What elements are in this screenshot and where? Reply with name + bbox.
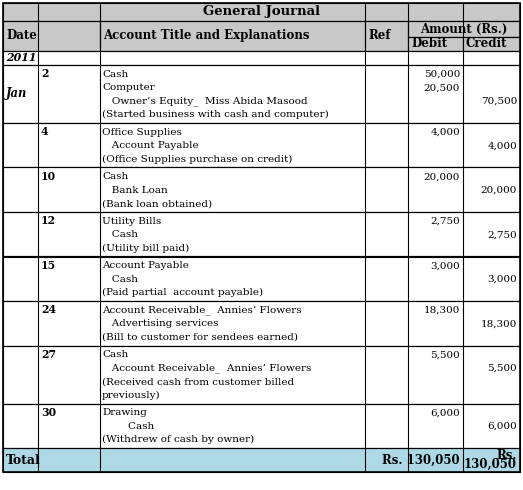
Text: 24: 24 <box>41 304 56 315</box>
Text: Rs. 130,050: Rs. 130,050 <box>382 454 460 466</box>
Text: Rs.: Rs. <box>496 449 517 462</box>
Text: General Journal: General Journal <box>203 5 320 19</box>
Text: Cash: Cash <box>102 422 154 431</box>
Text: Debit: Debit <box>411 38 447 50</box>
Text: Utility Bills: Utility Bills <box>102 217 161 226</box>
Text: Account Receivable_  Annies’ Flowers: Account Receivable_ Annies’ Flowers <box>102 306 302 315</box>
Bar <box>3 3 520 21</box>
Bar <box>3 65 520 123</box>
Text: 2,750: 2,750 <box>430 217 460 226</box>
Bar <box>3 168 520 212</box>
Text: 50,000: 50,000 <box>424 70 460 79</box>
Text: Cash: Cash <box>102 70 128 79</box>
Text: (Bank loan obtained): (Bank loan obtained) <box>102 199 212 208</box>
Text: 10: 10 <box>41 171 56 182</box>
Text: (Withdrew of cash by owner): (Withdrew of cash by owner) <box>102 435 254 444</box>
Text: previously): previously) <box>102 391 161 400</box>
Bar <box>3 256 520 301</box>
Text: (Office Supplies purchase on credit): (Office Supplies purchase on credit) <box>102 155 292 164</box>
Text: (Received cash from customer billed: (Received cash from customer billed <box>102 377 294 387</box>
Text: 4,000: 4,000 <box>430 128 460 137</box>
Text: 18,300: 18,300 <box>481 319 517 328</box>
Text: Computer: Computer <box>102 83 155 93</box>
Text: 2,750: 2,750 <box>487 230 517 240</box>
Bar <box>3 212 520 256</box>
Text: 12: 12 <box>41 215 56 226</box>
Text: 5,500: 5,500 <box>487 364 517 373</box>
Text: 6,000: 6,000 <box>430 409 460 417</box>
Text: Account Payable: Account Payable <box>102 142 199 150</box>
Text: Amount (Rs.): Amount (Rs.) <box>420 23 508 35</box>
Text: 20,000: 20,000 <box>481 186 517 195</box>
Text: 130,050: 130,050 <box>464 458 517 471</box>
Bar <box>463 37 520 51</box>
Bar <box>100 21 365 51</box>
Text: Credit: Credit <box>466 38 507 50</box>
Text: 2: 2 <box>41 68 49 79</box>
Bar <box>3 345 520 403</box>
Text: Ref: Ref <box>368 29 391 43</box>
Text: 3,000: 3,000 <box>430 262 460 270</box>
Text: Date: Date <box>6 29 37 43</box>
Text: 20,000: 20,000 <box>424 172 460 181</box>
Text: Drawing: Drawing <box>102 409 147 417</box>
Bar <box>3 51 520 65</box>
Bar <box>3 123 520 168</box>
Text: Cash: Cash <box>102 350 128 360</box>
Text: Jan: Jan <box>6 88 27 100</box>
Text: Cash: Cash <box>102 230 138 240</box>
Text: (Started business with cash and computer): (Started business with cash and computer… <box>102 110 329 120</box>
Text: Advertising services: Advertising services <box>102 319 219 328</box>
Bar <box>408 21 520 37</box>
Text: 20,500: 20,500 <box>424 83 460 93</box>
Text: 30: 30 <box>41 407 56 418</box>
Text: Cash: Cash <box>102 275 138 284</box>
Bar <box>3 448 520 472</box>
Text: Total: Total <box>6 454 41 466</box>
Bar <box>3 301 520 345</box>
Text: 15: 15 <box>41 260 56 271</box>
Text: 5,500: 5,500 <box>430 350 460 360</box>
Text: Account Payable: Account Payable <box>102 262 189 270</box>
Text: Account Title and Explanations: Account Title and Explanations <box>103 29 310 43</box>
Bar <box>408 37 463 51</box>
Bar <box>365 21 408 51</box>
Text: Office Supplies: Office Supplies <box>102 128 182 137</box>
Bar <box>3 21 100 51</box>
Text: 18,300: 18,300 <box>424 306 460 315</box>
Text: 6,000: 6,000 <box>487 422 517 431</box>
Bar <box>3 403 520 448</box>
Text: 27: 27 <box>41 349 56 360</box>
Text: 70,500: 70,500 <box>481 97 517 106</box>
Text: (Paid partial  account payable): (Paid partial account payable) <box>102 288 263 297</box>
Text: 3,000: 3,000 <box>487 275 517 284</box>
Text: 4: 4 <box>41 126 49 137</box>
Text: (Bill to customer for sendees earned): (Bill to customer for sendees earned) <box>102 333 298 342</box>
Text: Cash: Cash <box>102 172 128 181</box>
Text: (Utility bill paid): (Utility bill paid) <box>102 244 189 253</box>
Text: Account Receivable_  Annies’ Flowers: Account Receivable_ Annies’ Flowers <box>102 364 311 373</box>
Text: 2011: 2011 <box>6 52 37 64</box>
Text: Owner’s Equity_  Miss Abida Masood: Owner’s Equity_ Miss Abida Masood <box>102 97 308 106</box>
Text: Bank Loan: Bank Loan <box>102 186 168 195</box>
Text: 4,000: 4,000 <box>487 142 517 150</box>
